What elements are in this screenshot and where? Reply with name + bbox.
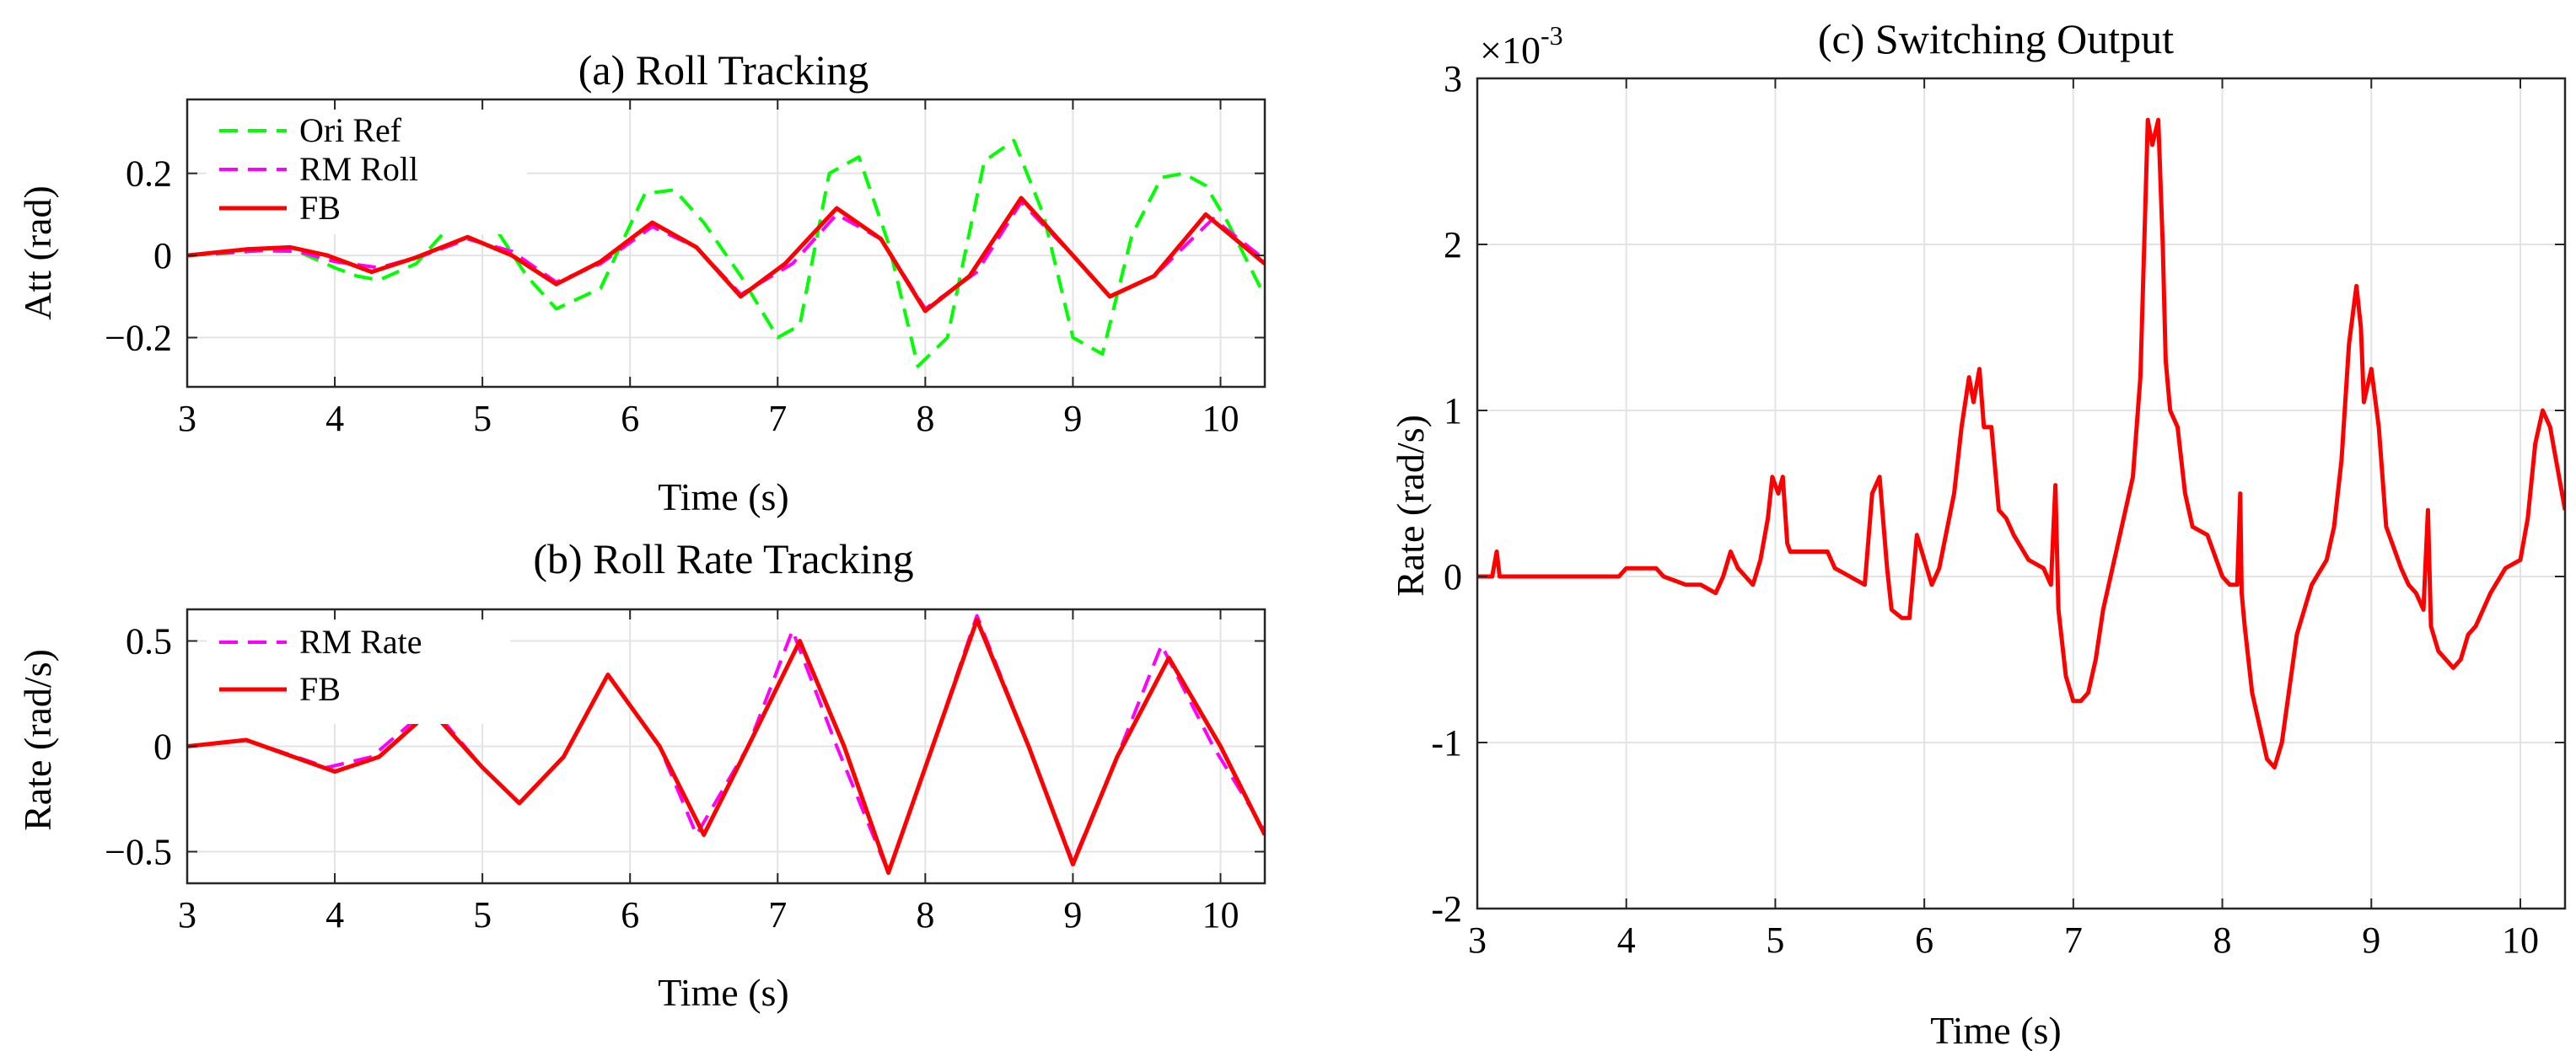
chart-c-exponent-base: ×10 — [1480, 29, 1541, 72]
chart-a-legend-label-1: RM Roll — [299, 150, 418, 188]
chart-a-axes-box — [186, 98, 1266, 389]
chart-b-ytick-label-0: −0.5 — [105, 832, 172, 873]
chart-c-xtick-label-6: 9 — [2362, 920, 2380, 961]
chart-roll-tracking: (a) Roll Tracking Time (s) Att (rad) 3 4 5… — [16, 46, 1266, 518]
chart-c-exponent-power: -3 — [1541, 20, 1563, 51]
chart-roll-rate-tracking: (b) Roll Rate Tracking Time (s) Rate (ra… — [16, 535, 1266, 1014]
chart-a-ytick-label-0: −0.2 — [105, 318, 172, 359]
chart-c-ytick-label-4: 2 — [1444, 224, 1462, 265]
chart-c-ytick-label-5: 3 — [1444, 58, 1462, 99]
chart-b-xtick-label-6: 9 — [1063, 894, 1082, 936]
chart-b-xtick-label-4: 7 — [768, 894, 787, 936]
chart-c-title: (c) Switching Output — [1818, 15, 2174, 62]
chart-b-xtick-label-3: 6 — [621, 894, 639, 936]
chart-a-xtick-label-2: 5 — [473, 398, 492, 439]
chart-a-ytick-label-2: 0.2 — [126, 153, 172, 195]
chart-c-ylabel: Rate (rad/s) — [1389, 415, 1432, 597]
chart-b-series-fb — [187, 618, 1265, 875]
chart-a-ytick-label-1: 0 — [153, 235, 172, 276]
chart-b-xtick-label-7: 10 — [1202, 894, 1239, 936]
chart-a-legend-label-0: Ori Ref — [299, 111, 402, 149]
chart-b-title: (b) Roll Rate Tracking — [533, 535, 913, 582]
chart-c-exponent: ×10-3 — [1480, 20, 1563, 72]
chart-b-legend-box — [207, 621, 510, 724]
chart-switching-output: (c) Switching Output Time (s) Rate (rad/… — [1389, 15, 2567, 1051]
chart-a-legend-label-2: FB — [299, 189, 341, 227]
chart-b-xtick-label-2: 5 — [473, 894, 492, 936]
chart-c-xtick-label-1: 4 — [1617, 920, 1636, 961]
chart-a-title: (a) Roll Tracking — [578, 46, 869, 94]
chart-c-axes-box — [1476, 77, 2567, 910]
chart-c-xtick-label-3: 6 — [1915, 920, 1933, 961]
chart-a-xlabel: Time (s) — [658, 475, 789, 518]
chart-b-ylabel: Rate (rad/s) — [16, 649, 59, 831]
chart-a-xtick-label-4: 7 — [768, 398, 787, 439]
chart-a-xtick-label-7: 10 — [1202, 398, 1239, 439]
chart-b-xtick-label-5: 8 — [916, 894, 934, 936]
chart-b-legend-label-1: FB — [299, 670, 341, 708]
chart-c-xtick-label-0: 3 — [1468, 920, 1487, 961]
chart-a-xtick-label-1: 4 — [325, 398, 344, 439]
chart-a-ylabel: Att (rad) — [16, 185, 59, 320]
chart-a-xtick-label-3: 6 — [621, 398, 639, 439]
chart-c-series-group — [1477, 117, 2565, 769]
chart-c-ytick-label-3: 1 — [1444, 390, 1462, 432]
chart-a-xtick-label-6: 9 — [1063, 398, 1082, 439]
chart-a-xtick-label-5: 8 — [916, 398, 934, 439]
chart-b-xlabel: Time (s) — [658, 971, 789, 1014]
chart-c-ytick-label-1: -1 — [1431, 722, 1462, 764]
chart-b-legend: RM Rate FB — [207, 621, 510, 724]
chart-c-xtick-label-4: 7 — [2064, 920, 2083, 961]
chart-b-ytick-label-1: 0 — [153, 727, 172, 768]
chart-b-legend-label-0: RM Rate — [299, 623, 422, 661]
chart-b-xtick-label-1: 4 — [325, 894, 344, 936]
chart-c-xlabel: Time (s) — [1930, 1009, 2062, 1051]
chart-b-ytick-label-2: 0.5 — [126, 621, 172, 662]
chart-c-ytick-label-2: 0 — [1444, 556, 1462, 598]
chart-c-xtick-label-7: 10 — [2502, 920, 2539, 961]
chart-a-xtick-label-0: 3 — [178, 398, 196, 439]
chart-c-xtick-label-2: 5 — [1766, 920, 1784, 961]
chart-a-series-fb — [187, 196, 1265, 314]
chart-c-xtick-label-5: 8 — [2213, 920, 2232, 961]
chart-c-ytick-label-0: -2 — [1431, 888, 1462, 930]
chart-a-series-ori-ref — [187, 138, 1265, 368]
chart-b-xtick-label-0: 3 — [178, 894, 196, 936]
chart-c-series-switching-output — [1477, 117, 2565, 769]
chart-a-series-group — [187, 138, 1265, 368]
